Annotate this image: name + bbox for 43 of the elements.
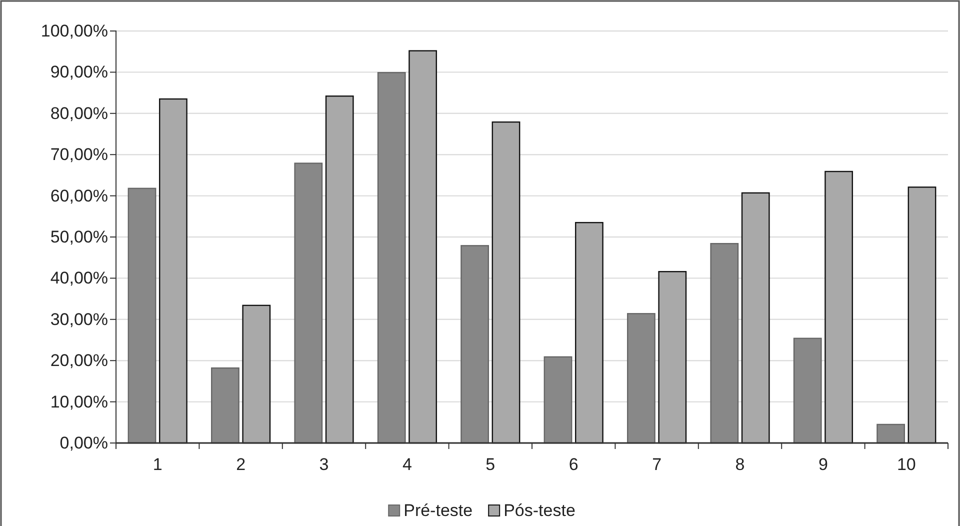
bar: [627, 313, 656, 444]
bar: [658, 271, 687, 444]
bar: [793, 338, 822, 444]
x-tick-label: 4: [402, 454, 412, 474]
y-tick-label: 50,00%: [50, 227, 108, 246]
x-tick-label: 6: [568, 454, 578, 474]
y-tick-label: 10,00%: [50, 392, 108, 412]
y-tick-label: 30,00%: [50, 310, 108, 329]
y-tick-label: 90,00%: [50, 62, 108, 82]
bar: [377, 72, 406, 444]
y-tick-label: 40,00%: [50, 268, 108, 288]
x-tick-label: 7: [652, 454, 662, 474]
y-tick-label: 100,00%: [40, 21, 108, 40]
bar: [408, 50, 437, 444]
y-tick-label: 70,00%: [50, 145, 108, 164]
x-tick-label: 8: [735, 454, 745, 474]
bar: [211, 367, 240, 444]
x-tick-label: 1: [152, 454, 162, 474]
bar: [876, 424, 905, 444]
legend-label: Pré-teste: [404, 501, 473, 520]
bar: [492, 121, 520, 444]
bar: [575, 222, 604, 444]
bar: [242, 304, 271, 444]
y-tick-label: 80,00%: [50, 104, 108, 123]
bar: [908, 186, 936, 444]
bar: [294, 162, 323, 444]
bar: [544, 356, 572, 444]
x-tick-label: 5: [486, 454, 496, 474]
bar: [159, 98, 188, 444]
x-tick-label: 9: [818, 454, 828, 474]
bar: [710, 242, 739, 444]
bar: [824, 170, 853, 444]
y-tick-label: 20,00%: [50, 351, 108, 370]
y-tick-label: 0,00%: [60, 433, 108, 452]
bar: [128, 188, 156, 444]
bar: [325, 95, 354, 444]
x-tick-label: 10: [896, 454, 916, 474]
bar: [460, 245, 489, 444]
legend-label: Pós-teste: [504, 501, 576, 520]
bar: [741, 192, 770, 444]
x-tick-label: 2: [236, 454, 246, 474]
y-tick-label: 60,00%: [50, 186, 108, 206]
x-tick-label: 3: [319, 454, 329, 474]
